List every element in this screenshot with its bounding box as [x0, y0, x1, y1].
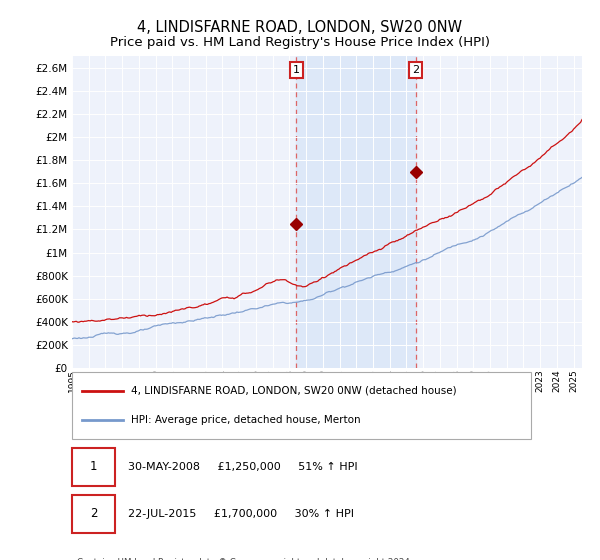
- Bar: [296, 56, 416, 368]
- Text: 22-JUL-2015     £1,700,000     30% ↑ HPI: 22-JUL-2015 £1,700,000 30% ↑ HPI: [128, 508, 354, 519]
- Text: 4, LINDISFARNE ROAD, LONDON, SW20 0NW: 4, LINDISFARNE ROAD, LONDON, SW20 0NW: [137, 20, 463, 35]
- Text: 2: 2: [412, 65, 419, 75]
- FancyBboxPatch shape: [72, 494, 115, 533]
- Text: 30-MAY-2008     £1,250,000     51% ↑ HPI: 30-MAY-2008 £1,250,000 51% ↑ HPI: [128, 461, 358, 472]
- Text: Price paid vs. HM Land Registry's House Price Index (HPI): Price paid vs. HM Land Registry's House …: [110, 36, 490, 49]
- FancyBboxPatch shape: [72, 447, 115, 486]
- Text: HPI: Average price, detached house, Merton: HPI: Average price, detached house, Mert…: [131, 415, 360, 424]
- Text: 1: 1: [293, 65, 300, 75]
- FancyBboxPatch shape: [72, 372, 531, 438]
- Text: Contains HM Land Registry data © Crown copyright and database right 2024.
This d: Contains HM Land Registry data © Crown c…: [77, 558, 413, 560]
- Text: 1: 1: [90, 460, 97, 473]
- Text: 4, LINDISFARNE ROAD, LONDON, SW20 0NW (detached house): 4, LINDISFARNE ROAD, LONDON, SW20 0NW (d…: [131, 386, 456, 395]
- Text: 2: 2: [90, 507, 97, 520]
